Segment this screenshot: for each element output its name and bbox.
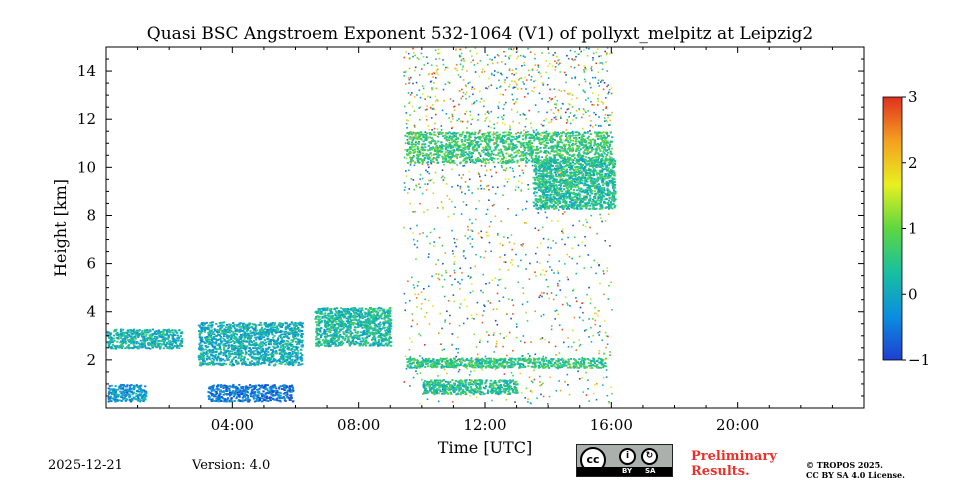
x-axis: 04:00 08:00 12:00 16:00 20:00 — [105, 47, 865, 434]
y-axis-label: Height [km] — [51, 179, 70, 277]
y-tick-label: 10 — [77, 158, 96, 176]
x-tick-label: 04:00 — [211, 416, 254, 434]
colorbar-tick-label: 2 — [908, 154, 918, 172]
region-lower-aerosol-midday — [422, 379, 519, 396]
y-tick-label: 12 — [77, 110, 96, 128]
y-tick-label: 14 — [77, 62, 96, 80]
x-tick-label: 16:00 — [590, 416, 633, 434]
footer-version: Version: 4.0 — [192, 458, 271, 473]
y-tick-label: 6 — [86, 255, 96, 273]
y-axis: 2 4 6 8 10 12 14 — [77, 46, 864, 397]
x-tick-label: 12:00 — [463, 416, 506, 434]
badge-by-label: BY — [622, 467, 633, 475]
region-residual-layer — [406, 357, 608, 369]
region-descending-cirrus-streak — [532, 157, 617, 210]
copyright-line-1: © TROPOS 2025. — [806, 460, 883, 470]
x-tick-label: 08:00 — [337, 416, 380, 434]
footer-date: 2025-12-21 — [48, 458, 123, 473]
x-tick-label: 20:00 — [716, 416, 759, 434]
noise-pixels — [403, 47, 613, 405]
region-near-surface-morning — [207, 383, 295, 403]
region-boundary-layer-morning — [197, 321, 304, 367]
copyright-line-2: CC BY SA 4.0 License. — [806, 470, 905, 480]
y-tick-label: 4 — [86, 303, 96, 321]
region-low-aerosol-layer-early — [106, 328, 184, 350]
preliminary-line-2: Results. — [691, 464, 750, 479]
region-boundary-layer-late-morning — [314, 306, 393, 348]
heatmap-data — [106, 47, 617, 405]
attribution-icon: i — [619, 448, 636, 465]
copyright-notice: © TROPOS 2025. CC BY SA 4.0 License. — [806, 460, 905, 480]
preliminary-notice: Preliminary Results. — [691, 449, 777, 479]
chart-title: Quasi BSC Angstroem Exponent 532-1064 (V… — [146, 24, 814, 44]
badge-sa-label: SA — [645, 467, 656, 475]
region-near-surface-layer-early — [107, 383, 148, 403]
colorbar-tick-label: −1 — [908, 351, 930, 369]
region-cirrus-layer — [406, 131, 614, 165]
colorbar-tick-label: 3 — [908, 88, 918, 106]
share-alike-icon: ↻ — [641, 448, 658, 465]
y-tick-label: 8 — [86, 206, 96, 224]
colorbar-tick-label: 1 — [908, 220, 918, 238]
colorbar — [882, 96, 903, 361]
y-tick-label: 2 — [86, 351, 96, 369]
colorbar-tick-label: 0 — [908, 285, 918, 303]
preliminary-line-1: Preliminary — [691, 449, 777, 464]
cc-license-badge[interactable]: cc i ↻ BY SA — [576, 444, 673, 477]
x-axis-label: Time [UTC] — [438, 438, 532, 457]
colorbar-ticks: −1 0 1 2 3 — [902, 88, 930, 369]
